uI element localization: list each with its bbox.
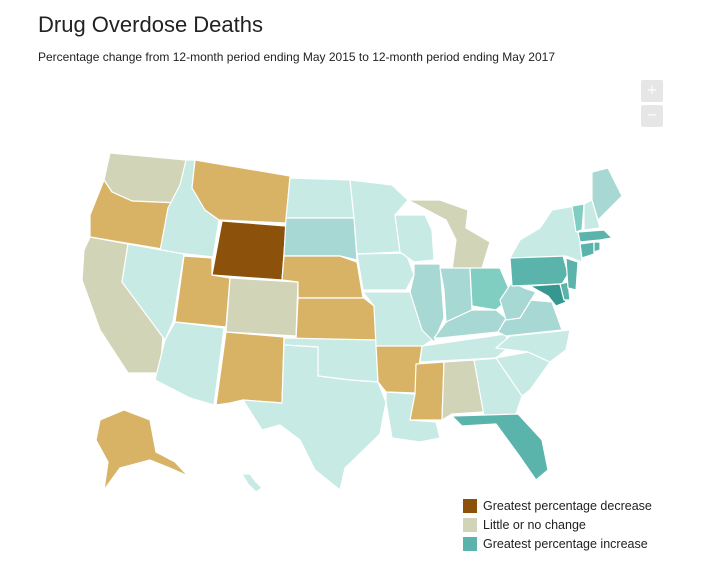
state-south-dakota[interactable] <box>283 217 358 261</box>
legend-item-decrease: Greatest percentage decrease <box>463 496 652 515</box>
legend-label: Greatest percentage decrease <box>483 498 652 513</box>
state-wyoming[interactable] <box>211 220 287 281</box>
state-kentucky[interactable] <box>433 309 507 339</box>
state-new-mexico[interactable] <box>215 331 285 406</box>
legend-label: Greatest percentage increase <box>483 536 648 551</box>
state-colorado[interactable] <box>225 277 299 337</box>
legend-item-little-change: Little or no change <box>463 515 652 534</box>
legend-swatch <box>463 517 477 532</box>
zoom-out-button[interactable]: − <box>641 105 663 127</box>
state-nevada[interactable] <box>121 243 185 341</box>
legend-swatch <box>463 498 477 513</box>
legend-swatch <box>463 536 477 551</box>
map-legend: Greatest percentage decrease Little or n… <box>463 496 652 553</box>
state-north-dakota[interactable] <box>285 177 355 219</box>
state-arizona[interactable] <box>154 321 225 406</box>
state-vermont[interactable] <box>571 203 585 233</box>
legend-item-increase: Greatest percentage increase <box>463 534 652 553</box>
state-kansas[interactable] <box>295 297 377 341</box>
state-mississippi[interactable] <box>409 361 445 421</box>
state-rhode-island[interactable] <box>593 241 601 253</box>
state-new-york[interactable] <box>509 205 583 263</box>
zoom-in-button[interactable]: + <box>641 80 663 102</box>
state-alaska[interactable] <box>95 409 189 491</box>
page-subtitle: Percentage change from 12-month period e… <box>38 50 556 64</box>
state-maryland[interactable] <box>529 283 567 307</box>
state-texas[interactable] <box>242 344 387 491</box>
state-montana[interactable] <box>191 159 291 224</box>
state-connecticut[interactable] <box>579 241 595 259</box>
state-new-hampshire[interactable] <box>583 199 601 231</box>
state-new-jersey[interactable] <box>565 257 579 291</box>
state-maine[interactable] <box>591 167 623 221</box>
state-tennessee[interactable] <box>419 333 509 363</box>
state-florida[interactable] <box>451 413 549 481</box>
state-iowa[interactable] <box>356 252 415 291</box>
state-wisconsin[interactable] <box>394 214 435 263</box>
state-michigan[interactable] <box>407 199 491 271</box>
state-massachusetts[interactable] <box>577 229 613 243</box>
state-alabama[interactable] <box>441 359 485 421</box>
state-hawaii[interactable] <box>241 473 263 493</box>
page-title: Drug Overdose Deaths <box>38 12 263 37</box>
state-south-carolina[interactable] <box>495 351 551 397</box>
legend-label: Little or no change <box>483 517 586 532</box>
